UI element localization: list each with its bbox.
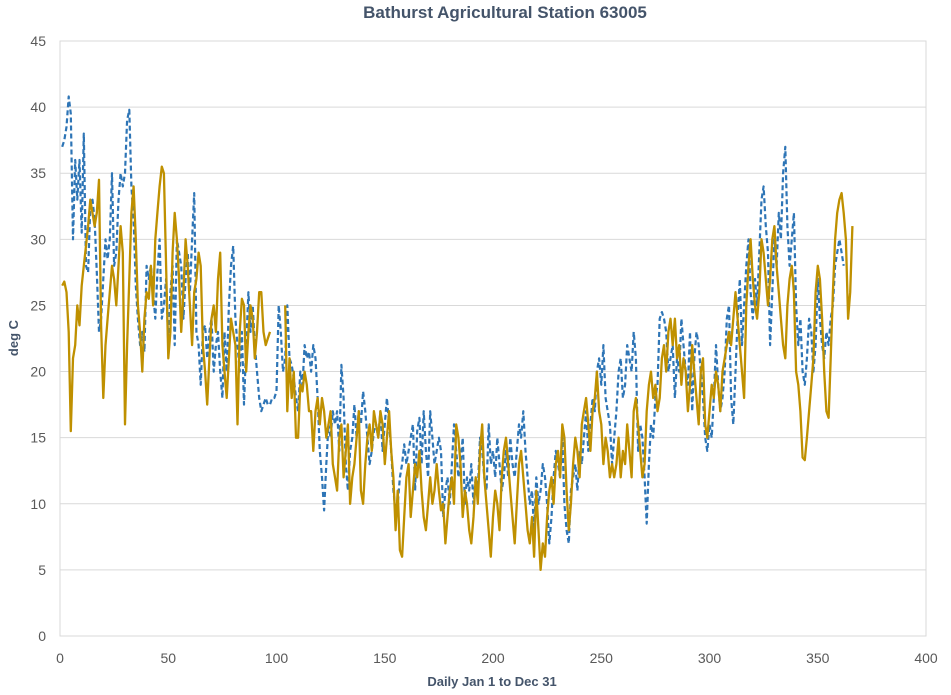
x-axis-ticks: 0 50 100 150 200 250 300 350 400 [56,650,938,666]
x-tick-label: 350 [806,650,830,666]
series-line-2 [61,165,854,572]
series-group [61,95,854,572]
y-tick-label: 15 [30,430,46,446]
y-tick-label: 45 [30,33,46,49]
x-tick-label: 100 [265,650,289,666]
y-tick-label: 25 [30,297,46,313]
x-tick-label: 400 [914,650,938,666]
chart-title: Bathurst Agricultural Station 63005 [363,3,647,22]
x-tick-label: 200 [481,650,505,666]
x-tick-label: 300 [698,650,722,666]
x-axis-label: Daily Jan 1 to Dec 31 [427,674,556,689]
y-axis-label: deg C [6,319,21,356]
y-tick-label: 35 [30,165,46,181]
x-tick-label: 0 [56,650,64,666]
y-tick-label: 0 [38,628,46,644]
x-tick-label: 150 [373,650,397,666]
y-tick-label: 20 [30,364,46,380]
y-tick-label: 5 [38,562,46,578]
x-tick-label: 250 [590,650,614,666]
series-line-1 [61,95,845,545]
y-axis-ticks: 0 5 10 15 20 25 30 35 40 45 [30,33,46,644]
x-tick-label: 50 [160,650,176,666]
y-tick-label: 30 [30,231,46,247]
plot-area [59,40,927,637]
y-tick-label: 40 [30,99,46,115]
y-tick-label: 10 [30,496,46,512]
